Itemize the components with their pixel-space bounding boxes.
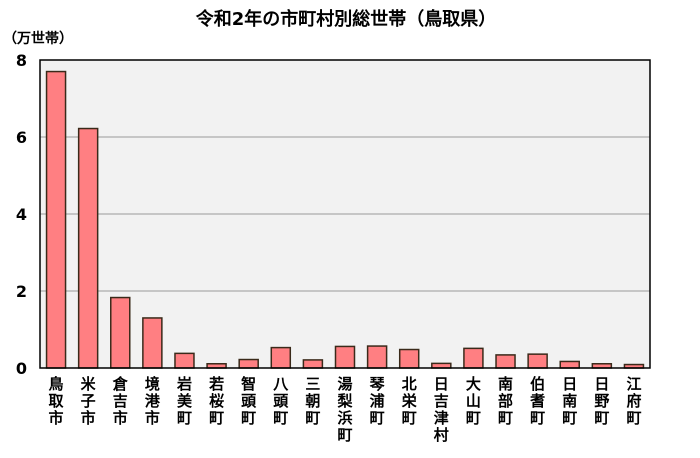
bar-7 (270, 346, 292, 369)
y-axis-ticks: 0 2 4 6 8 (16, 51, 27, 378)
x-tick-label: 大山町 (466, 375, 481, 427)
bar-6 (238, 358, 259, 369)
chart-title: 令和2年の市町村別総世帯（鳥取県） (195, 8, 497, 30)
x-tick-label: 境港市 (145, 375, 161, 427)
bar-1 (77, 127, 99, 369)
x-tick-label: 鳥取市 (49, 375, 65, 427)
x-tick-label: 日南町 (562, 375, 577, 427)
x-tick-label: 米子市 (81, 375, 97, 427)
x-tick-label: 琴浦町 (369, 375, 386, 427)
plot-frame (39, 59, 651, 369)
x-tick-label: 三朝町 (305, 375, 320, 427)
x-tick-label: 伯耆町 (530, 375, 545, 427)
bar-10 (366, 345, 388, 369)
bar-9 (334, 345, 356, 369)
x-tick-label: 日吉津村 (434, 375, 449, 444)
x-tick-label: 南部町 (498, 375, 513, 427)
unit-label: （万世帯） (3, 30, 73, 47)
y-tick-label: 2 (16, 282, 27, 301)
y-tick-label: 8 (16, 51, 27, 70)
x-tick-label: 湯梨浜町 (336, 375, 352, 444)
bar-13 (463, 347, 484, 369)
x-tick-label: 倉吉市 (112, 375, 129, 427)
x-tick-label: 江府町 (626, 375, 641, 427)
bar-15 (527, 353, 548, 369)
bar-8 (302, 359, 324, 369)
bars (45, 70, 645, 369)
x-tick-label: 若桜町 (208, 375, 224, 427)
bar-3 (142, 317, 163, 369)
y-tick-label: 6 (16, 128, 27, 147)
y-tick-label: 0 (16, 359, 27, 378)
bar-4 (174, 352, 195, 369)
bar-11 (398, 348, 420, 369)
x-tick-label: 八頭町 (272, 375, 289, 427)
y-tick-label: 4 (16, 205, 27, 224)
gridlines (40, 136, 650, 292)
x-tick-label: 智頭町 (241, 375, 257, 427)
bar-0 (45, 70, 67, 369)
bar-2 (110, 296, 131, 369)
bar-16 (559, 360, 580, 369)
x-tick-label: 日野町 (594, 375, 609, 427)
bar-14 (495, 354, 516, 369)
x-tick-label: 北栄町 (401, 375, 418, 427)
x-tick-label: 岩美町 (176, 375, 193, 427)
